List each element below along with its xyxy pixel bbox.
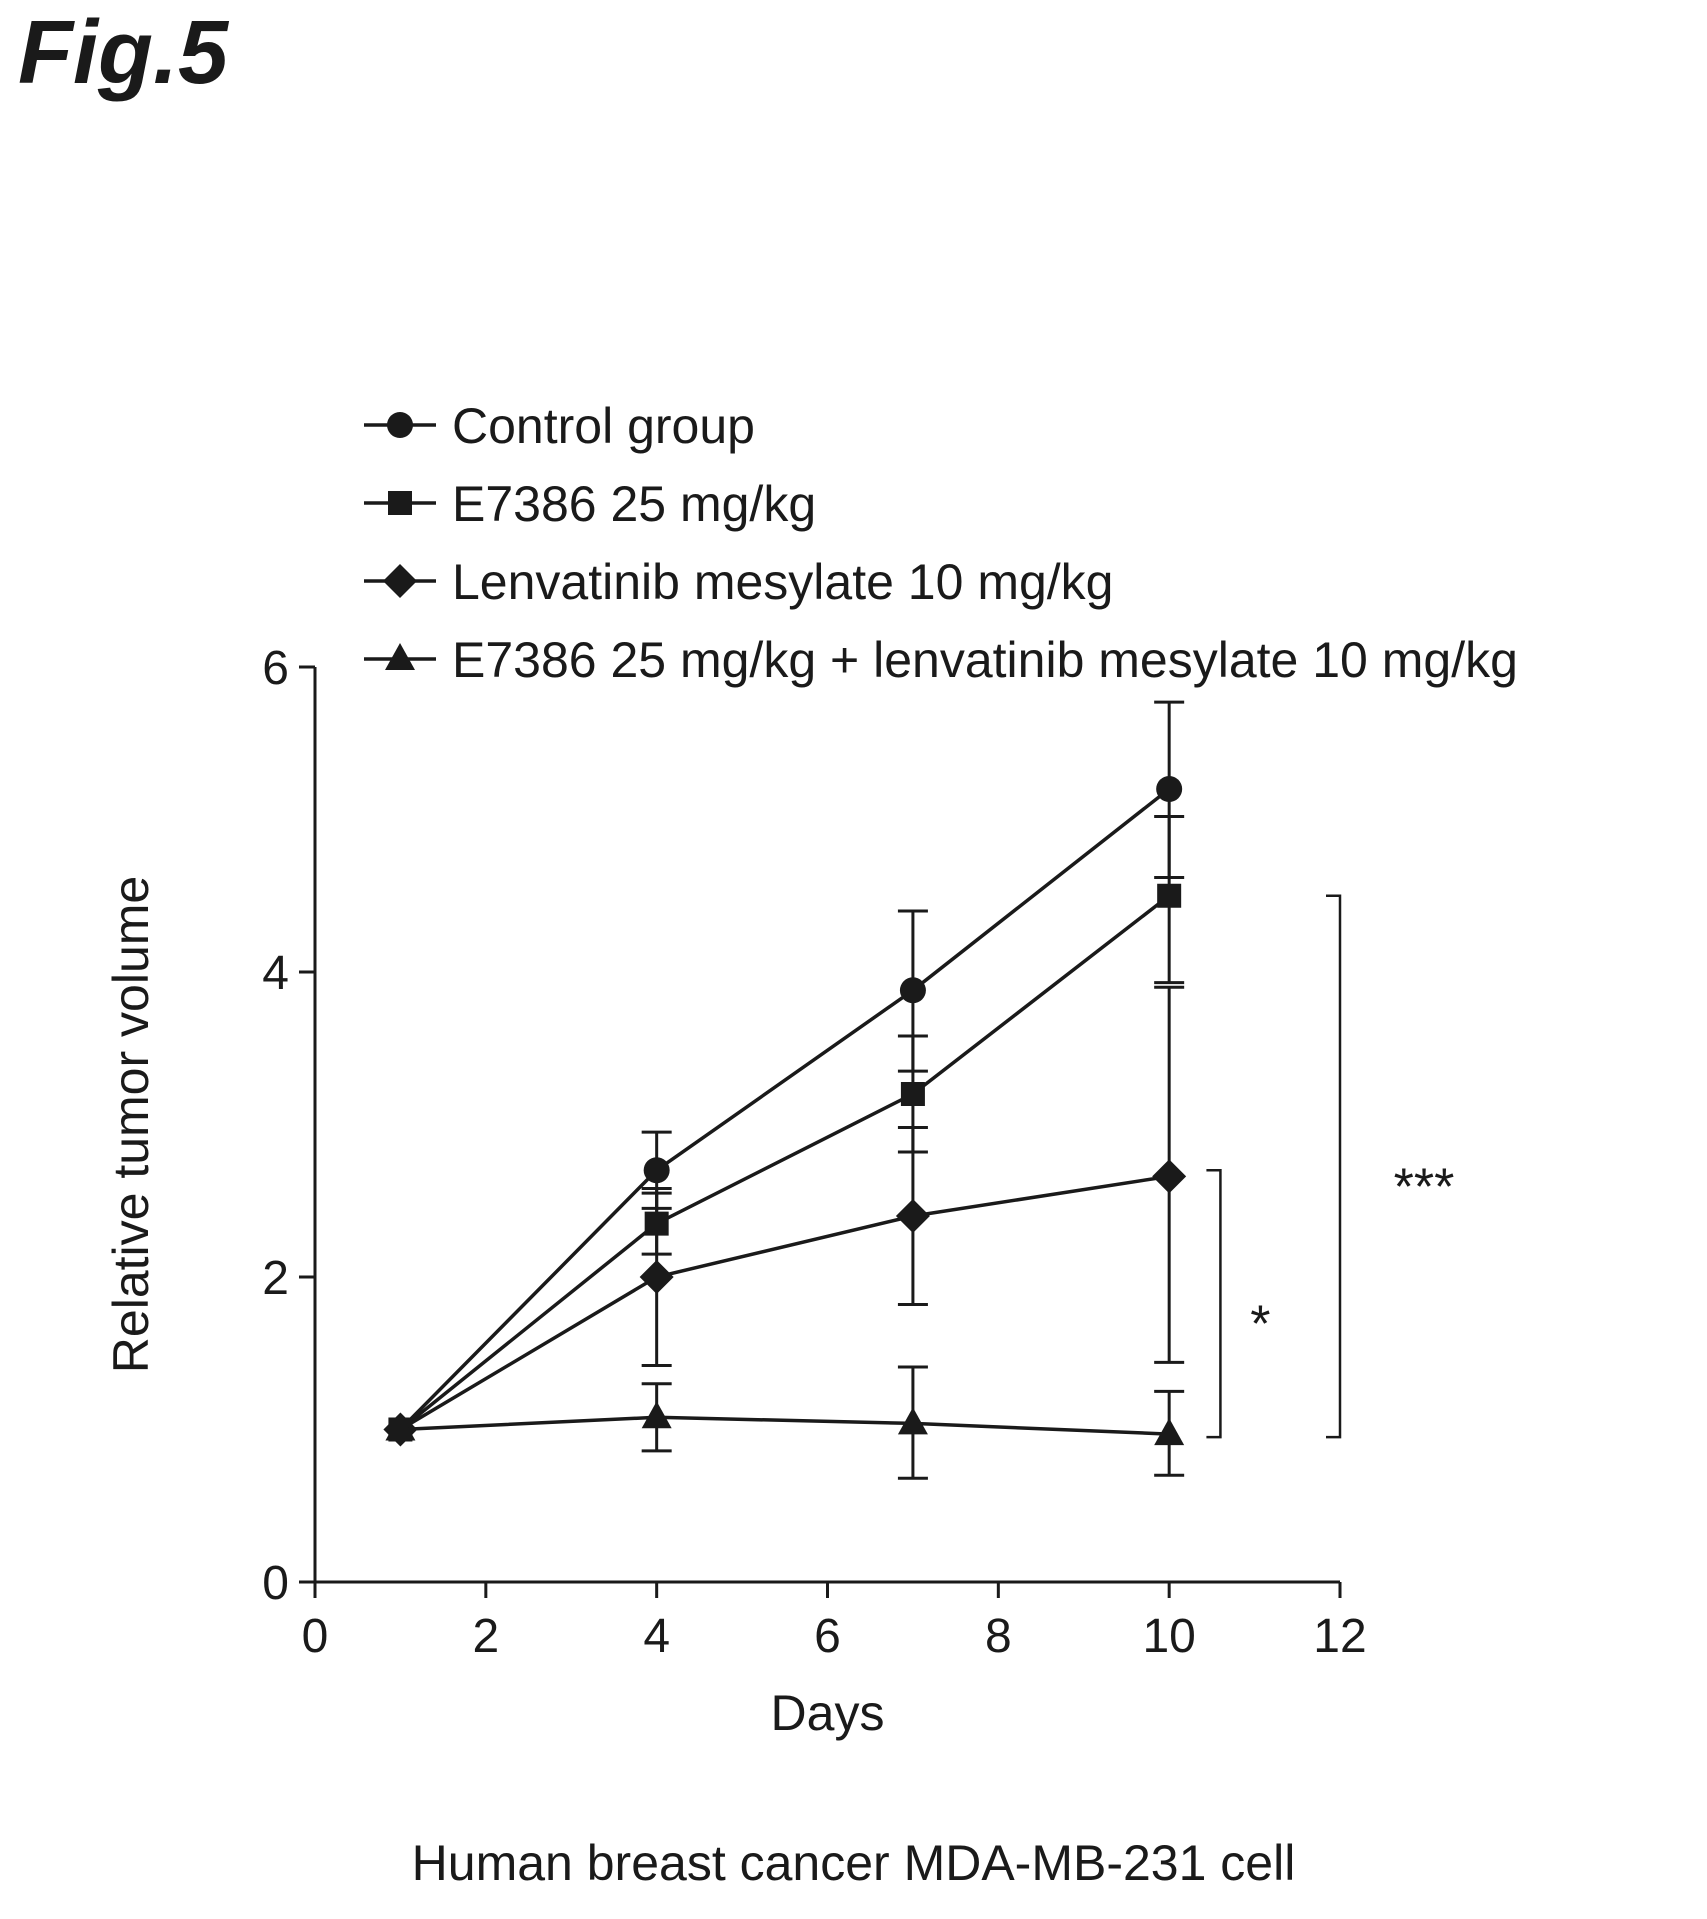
x-tick-label: 6 bbox=[814, 1610, 841, 1663]
plot-area bbox=[383, 700, 1187, 1480]
y-tick-label: 2 bbox=[262, 1252, 289, 1305]
significance-label: *** bbox=[1394, 1158, 1455, 1216]
y-tick-label: 0 bbox=[262, 1557, 289, 1610]
figure-label: Fig.5 bbox=[18, 3, 229, 103]
y-tick-label: 4 bbox=[262, 947, 289, 1000]
bracket-line bbox=[1206, 1169, 1222, 1439]
chart-axes: 0 2 4 6 0 2 4 6 8 10 12 Relative tumor volume Day… bbox=[103, 642, 1367, 1741]
y-tick-label: 6 bbox=[262, 642, 289, 695]
x-axis-label: Days bbox=[771, 1685, 885, 1741]
data-point-diamond bbox=[639, 1260, 674, 1294]
series-line bbox=[400, 1415, 1170, 1436]
legend-item: Lenvatinib mesylate 10 mg/kg bbox=[364, 554, 1113, 610]
data-point-triangle bbox=[641, 1401, 672, 1429]
legend-label: E7386 25 mg/kg + lenvatinib mesylate 10 … bbox=[452, 632, 1518, 688]
x-tick-label: 10 bbox=[1142, 1610, 1195, 1663]
data-point-diamond bbox=[1152, 1159, 1187, 1194]
figure-caption: Human breast cancer MDA-MB-231 cell bbox=[411, 1835, 1296, 1891]
legend-item: E7386 25 mg/kg + lenvatinib mesylate 10 … bbox=[364, 632, 1518, 688]
series-line bbox=[399, 1174, 1170, 1432]
x-tick-label: 8 bbox=[985, 1610, 1012, 1663]
significance-bracket: *** bbox=[1326, 894, 1455, 1439]
legend-label: Control group bbox=[452, 398, 755, 454]
data-point-square bbox=[900, 1082, 925, 1106]
data-point-diamond bbox=[895, 1199, 930, 1233]
series-square bbox=[388, 814, 1185, 1442]
series-diamond bbox=[383, 985, 1187, 1447]
series-line bbox=[399, 894, 1171, 1431]
data-point-circle bbox=[643, 1157, 670, 1184]
data-point-diamond bbox=[383, 564, 417, 598]
x-tick-label: 12 bbox=[1313, 1610, 1366, 1663]
x-tick-label: 0 bbox=[302, 1610, 329, 1663]
data-point-triangle bbox=[1154, 1418, 1185, 1446]
series-circle bbox=[387, 700, 1185, 1443]
significance-label: * bbox=[1250, 1296, 1270, 1354]
data-point-circle bbox=[1156, 776, 1183, 802]
data-point-triangle bbox=[385, 643, 415, 670]
x-tick-label: 4 bbox=[643, 1610, 670, 1663]
legend-label: E7386 25 mg/kg bbox=[452, 476, 816, 532]
data-point-circle bbox=[899, 977, 926, 1004]
data-point-triangle bbox=[897, 1407, 928, 1435]
y-ticks: 0 2 4 6 bbox=[262, 642, 315, 1610]
significance-brackets: **** bbox=[1206, 894, 1455, 1439]
legend-item: E7386 25 mg/kg bbox=[364, 476, 816, 532]
chart-legend: Control group E7386 25 mg/kg Lenvatinib me… bbox=[364, 398, 1518, 688]
data-point-square bbox=[1157, 883, 1182, 908]
data-point-square bbox=[388, 491, 412, 515]
series-line bbox=[399, 787, 1171, 1431]
y-axis-label: Relative tumor volume bbox=[103, 876, 159, 1373]
legend-label: Lenvatinib mesylate 10 mg/kg bbox=[452, 554, 1113, 610]
significance-bracket: * bbox=[1206, 1169, 1271, 1439]
bracket-line bbox=[1326, 894, 1342, 1439]
legend-item: Control group bbox=[364, 398, 755, 454]
series-triangle bbox=[385, 1365, 1185, 1480]
data-point-circle bbox=[387, 412, 413, 438]
data-point-triangle bbox=[385, 1413, 416, 1441]
x-tick-label: 2 bbox=[472, 1610, 499, 1663]
x-ticks: 0 2 4 6 8 10 12 bbox=[302, 1582, 1367, 1663]
